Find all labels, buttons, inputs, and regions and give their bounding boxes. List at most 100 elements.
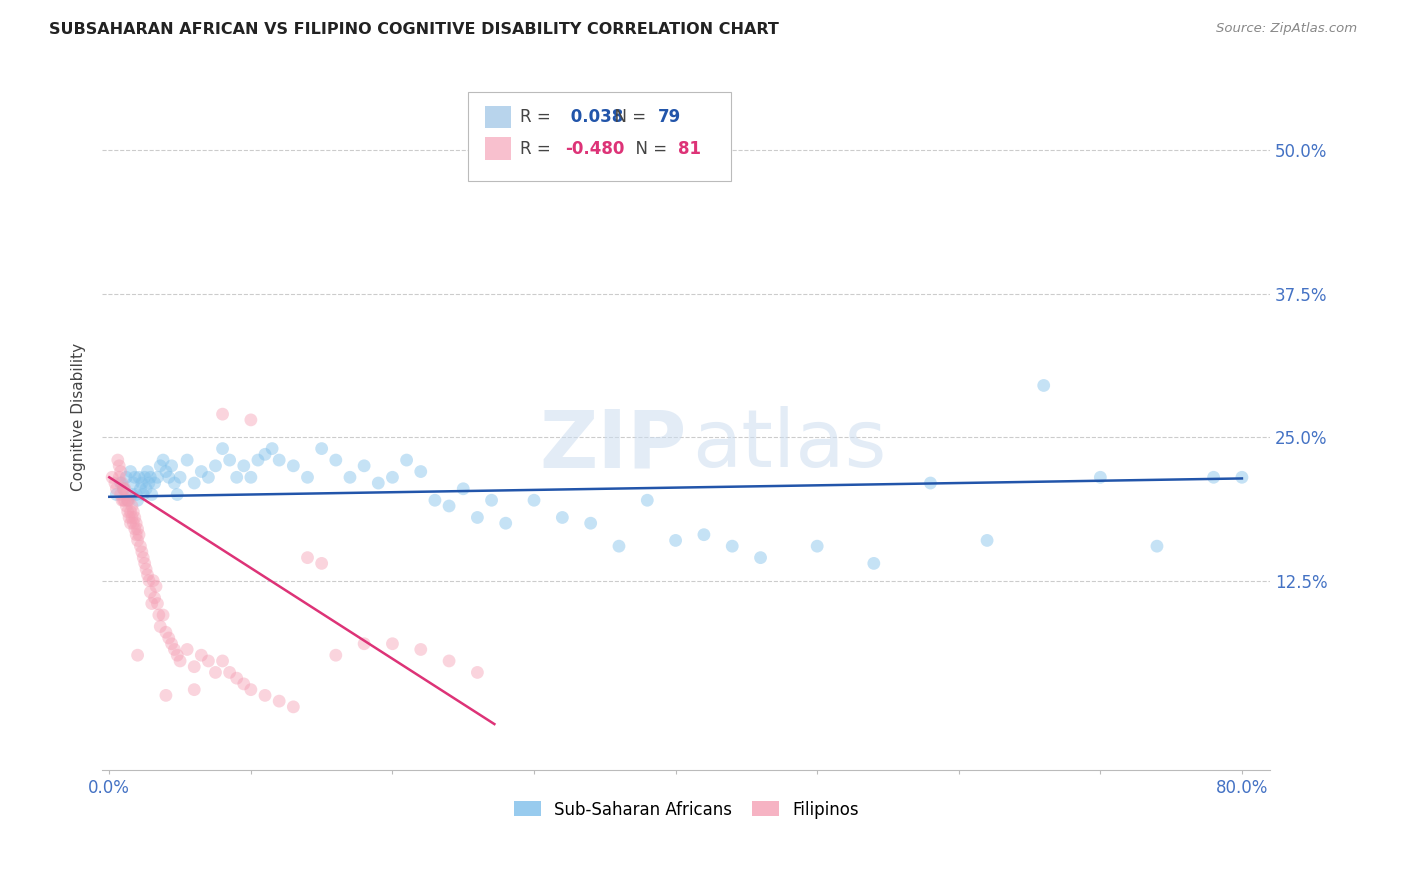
Point	[297, 550, 319, 565]
Point	[112, 482, 135, 496]
Text: ZIP: ZIP	[538, 406, 686, 484]
Point	[122, 505, 145, 519]
Point	[112, 482, 135, 496]
Point	[160, 637, 183, 651]
Point	[111, 476, 134, 491]
Point	[108, 470, 131, 484]
Point	[163, 642, 186, 657]
Text: atlas: atlas	[692, 406, 886, 484]
Point	[283, 699, 305, 714]
Point	[115, 499, 138, 513]
Point	[232, 677, 254, 691]
Point	[135, 482, 157, 496]
Point	[127, 493, 149, 508]
Text: 81: 81	[678, 140, 702, 158]
Point	[143, 591, 166, 605]
Point	[190, 465, 212, 479]
Point	[141, 597, 163, 611]
Point	[523, 493, 546, 508]
Point	[134, 470, 156, 484]
Point	[239, 682, 262, 697]
Point	[721, 539, 744, 553]
Point	[124, 470, 146, 484]
Point	[117, 505, 139, 519]
Point	[111, 493, 134, 508]
Point	[467, 665, 489, 680]
Point	[1146, 539, 1168, 553]
Point	[381, 637, 404, 651]
Point	[120, 465, 142, 479]
Point	[246, 453, 269, 467]
Point	[806, 539, 828, 553]
Point	[157, 631, 180, 645]
Point	[117, 493, 139, 508]
Point	[120, 516, 142, 531]
Text: -0.480: -0.480	[565, 140, 624, 158]
Point	[149, 458, 172, 473]
Point	[132, 550, 155, 565]
Point	[607, 539, 630, 553]
Text: N =: N =	[605, 108, 652, 126]
Point	[136, 567, 159, 582]
Point	[110, 476, 132, 491]
Point	[112, 493, 135, 508]
Point	[152, 453, 174, 467]
Point	[176, 642, 198, 657]
Point	[269, 694, 291, 708]
Point	[920, 476, 942, 491]
Text: SUBSAHARAN AFRICAN VS FILIPINO COGNITIVE DISABILITY CORRELATION CHART: SUBSAHARAN AFRICAN VS FILIPINO COGNITIVE…	[49, 22, 779, 37]
Point	[211, 407, 233, 421]
Point	[146, 470, 169, 484]
Point	[141, 487, 163, 501]
Point	[325, 453, 347, 467]
Point	[395, 453, 418, 467]
Point	[353, 637, 375, 651]
Point	[155, 625, 177, 640]
Point	[152, 608, 174, 623]
Point	[211, 654, 233, 668]
Point	[239, 413, 262, 427]
Point	[232, 458, 254, 473]
Point	[409, 642, 432, 657]
Point	[117, 493, 139, 508]
Point	[467, 510, 489, 524]
Point	[976, 533, 998, 548]
Point	[132, 487, 155, 501]
Point	[1090, 470, 1112, 484]
Point	[138, 476, 160, 491]
Point	[218, 665, 240, 680]
Point	[148, 608, 170, 623]
Point	[204, 665, 226, 680]
Point	[183, 682, 205, 697]
Point	[481, 493, 503, 508]
Point	[218, 453, 240, 467]
Point	[160, 458, 183, 473]
Point	[127, 522, 149, 536]
Point	[125, 487, 148, 501]
Point	[311, 442, 333, 456]
Point	[101, 470, 124, 484]
Point	[176, 453, 198, 467]
Point	[118, 510, 141, 524]
Point	[139, 585, 162, 599]
Point	[155, 689, 177, 703]
Point	[197, 654, 219, 668]
Point	[121, 487, 143, 501]
Point	[115, 487, 138, 501]
Point	[120, 505, 142, 519]
Point	[155, 465, 177, 479]
Point	[127, 533, 149, 548]
Point	[142, 574, 165, 588]
Point	[124, 510, 146, 524]
Point	[551, 510, 574, 524]
Point	[211, 442, 233, 456]
FancyBboxPatch shape	[468, 92, 731, 180]
Point	[127, 648, 149, 663]
Point	[124, 522, 146, 536]
Bar	[485, 137, 510, 160]
Point	[204, 458, 226, 473]
Point	[136, 465, 159, 479]
Point	[381, 470, 404, 484]
Point	[451, 482, 474, 496]
Y-axis label: Cognitive Disability: Cognitive Disability	[72, 343, 86, 491]
